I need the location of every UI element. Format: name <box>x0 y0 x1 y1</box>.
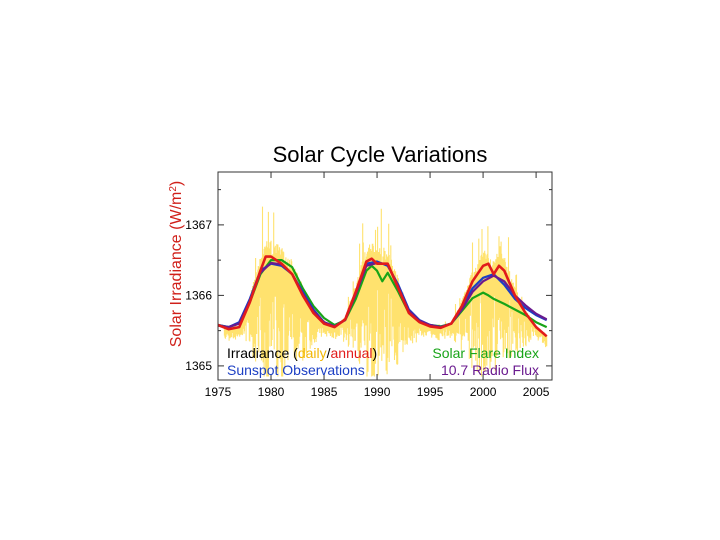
legend-flare: Solar Flare Index <box>432 345 539 361</box>
x-tick-label: 1990 <box>364 385 391 399</box>
x-tick-label: 1980 <box>258 385 285 399</box>
y-tick-label: 1365 <box>185 359 212 373</box>
series-line-annual <box>217 255 548 338</box>
y-axis-label-main: Solar Irradiance (W/m <box>168 192 185 348</box>
legend-radio: 10.7 Radio Flux <box>441 362 539 378</box>
annual-series-lines <box>217 255 548 338</box>
y-axis-label-superscript: 2 <box>168 186 179 192</box>
y-tick-label: 1367 <box>185 218 212 232</box>
x-tick-label: 1975 <box>205 385 232 399</box>
legend-sunspot: Sunspot Observations <box>227 362 365 378</box>
y-axis-label-close: ) <box>168 181 185 186</box>
legend: Irradiance (daily/annual) Sunspot Observ… <box>227 345 539 378</box>
x-tick-label: 1995 <box>417 385 444 399</box>
y-axis-label: Solar Irradiance (W/m2) <box>168 181 185 347</box>
y-tick-label: 1366 <box>185 288 212 302</box>
x-tick-label: 2005 <box>523 385 550 399</box>
chart-title: Solar Cycle Variations <box>273 142 488 167</box>
legend-daily: daily <box>298 345 327 361</box>
plot-frame <box>217 171 553 381</box>
axis-ticks: 1975 1980 1985 1990 1995 2000 2005 1365 1366 1367 <box>185 172 552 399</box>
x-tick-label: 2000 <box>470 385 497 399</box>
legend-annual: annual <box>331 345 373 361</box>
legend-irradiance: Irradiance (daily/annual) <box>227 345 377 361</box>
x-tick-label: 1985 <box>311 385 338 399</box>
